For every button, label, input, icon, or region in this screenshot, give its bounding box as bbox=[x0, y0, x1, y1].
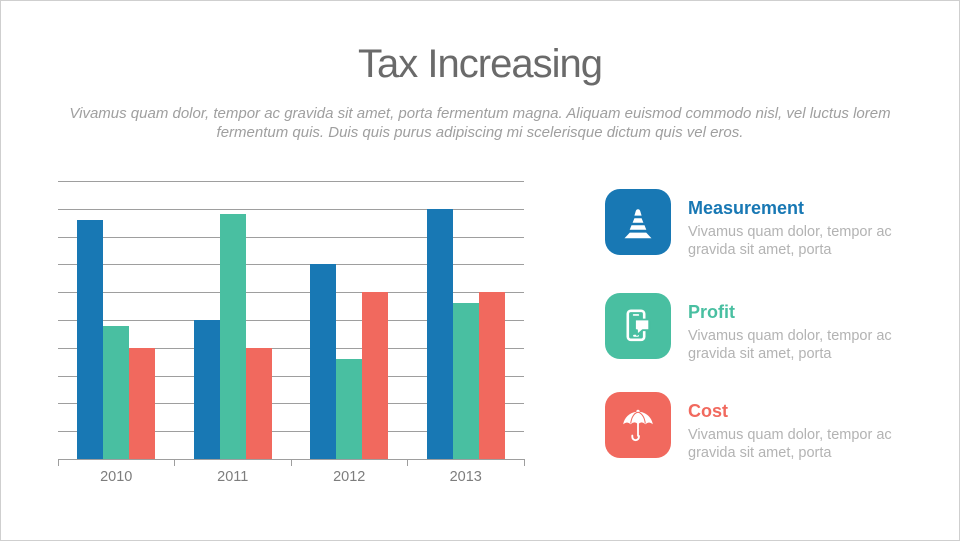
x-axis-label: 2010 bbox=[100, 469, 133, 485]
axis-tick bbox=[407, 459, 408, 466]
bar-cost-2012 bbox=[362, 292, 389, 459]
bar-measurement-2011 bbox=[193, 320, 220, 459]
gridline bbox=[58, 236, 524, 238]
legend-item-measurement: Measurement Vivamus quam dolor, tempor a… bbox=[605, 189, 905, 261]
axis-tick bbox=[290, 459, 292, 466]
legend-item-text: Measurement Vivamus quam dolor, tempor a… bbox=[688, 198, 892, 259]
legend-item-desc-line2: gravida sit amet, porta bbox=[688, 445, 832, 461]
subtitle-line-2: fermentum quis. Duis quis purus adipisci… bbox=[216, 124, 744, 141]
bar-profit-2012 bbox=[336, 358, 363, 459]
legend-item-desc-line1: Vivamus quam dolor, tempor ac bbox=[688, 328, 892, 344]
chart-plot: 2010 2011 2012 2013 bbox=[57, 181, 525, 485]
traffic-cone-icon bbox=[624, 209, 652, 239]
x-axis bbox=[58, 459, 524, 460]
gridline bbox=[58, 431, 524, 433]
x-axis-label: 2011 bbox=[217, 469, 249, 485]
x-axis-label: 2012 bbox=[333, 469, 366, 485]
bar-profit-2013 bbox=[452, 303, 479, 459]
gridline bbox=[58, 264, 524, 266]
bar-measurement-2013 bbox=[426, 208, 453, 459]
legend-item-profit: Profit Vivamus quam dolor, tempor ac gra… bbox=[605, 293, 905, 365]
bar-measurement-2012 bbox=[310, 264, 337, 459]
gridline bbox=[58, 208, 524, 210]
legend-item-title: Cost bbox=[688, 401, 728, 421]
traffic-cone-icon bbox=[605, 189, 671, 255]
bar-profit-2010 bbox=[103, 325, 130, 459]
legend-item-title: Profit bbox=[688, 302, 735, 322]
bar-cost-2011 bbox=[245, 347, 272, 459]
umbrella-icon bbox=[605, 392, 671, 458]
smartphone-chat-icon bbox=[605, 293, 671, 359]
bar-cost-2010 bbox=[129, 347, 156, 459]
legend-item-desc-line1: Vivamus quam dolor, tempor ac bbox=[688, 224, 892, 240]
subtitle-line-1: Vivamus quam dolor, tempor ac gravida si… bbox=[69, 105, 891, 122]
gridline bbox=[58, 403, 524, 405]
page-title: Tax Increasing bbox=[358, 42, 603, 86]
bar-profit-2011 bbox=[219, 214, 246, 459]
gridline bbox=[58, 181, 524, 182]
x-axis-label: 2013 bbox=[449, 469, 482, 485]
umbrella-icon bbox=[623, 409, 653, 442]
gridline bbox=[58, 320, 524, 321]
axis-tick bbox=[57, 459, 59, 466]
gridline bbox=[58, 375, 524, 377]
smartphone-chat-icon bbox=[626, 309, 651, 342]
legend-item-desc-line1: Vivamus quam dolor, tempor ac bbox=[688, 427, 892, 443]
subtitle: Vivamus quam dolor, tempor ac gravida si… bbox=[1, 104, 959, 142]
gridline bbox=[58, 292, 524, 294]
legend-item-cost: Cost Vivamus quam dolor, tempor ac gravi… bbox=[605, 392, 905, 464]
bar-cost-2013 bbox=[478, 292, 505, 459]
legend-item-title: Measurement bbox=[688, 198, 805, 218]
axis-tick bbox=[523, 459, 525, 466]
legend-item-desc-line2: gravida sit amet, porta bbox=[688, 346, 832, 362]
axis-tick bbox=[174, 459, 175, 466]
legend-item-desc-line2: gravida sit amet, porta bbox=[688, 242, 832, 258]
bar-measurement-2010 bbox=[77, 219, 104, 459]
legend-item-text: Cost Vivamus quam dolor, tempor ac gravi… bbox=[688, 401, 892, 462]
gridline bbox=[58, 347, 524, 349]
legend-item-text: Profit Vivamus quam dolor, tempor ac gra… bbox=[688, 302, 892, 363]
